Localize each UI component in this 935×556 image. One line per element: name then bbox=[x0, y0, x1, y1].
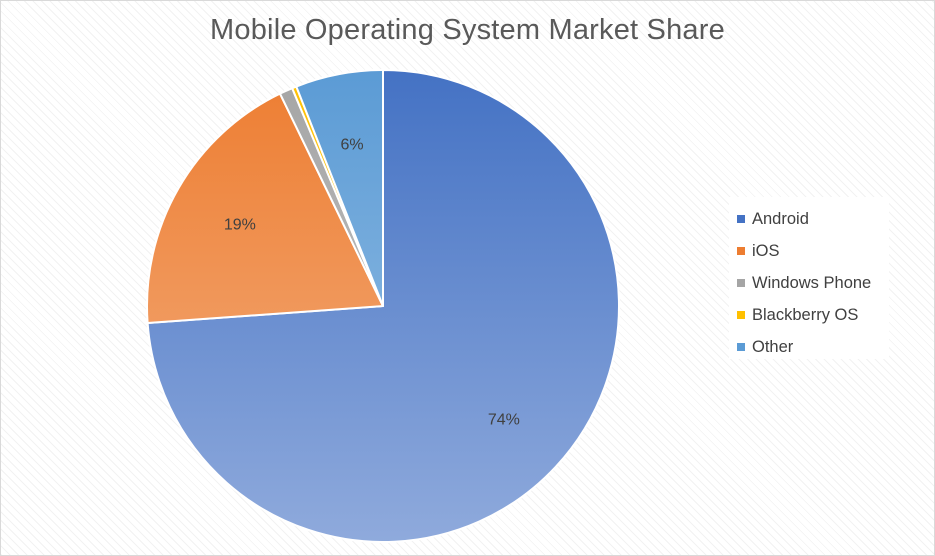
legend-item-ios: iOS bbox=[737, 235, 889, 267]
pie-slice-ios bbox=[146, 92, 384, 324]
legend-item-other: Other bbox=[737, 331, 889, 363]
legend-label-ios: iOS bbox=[752, 241, 780, 260]
legend-swatch-android bbox=[737, 215, 745, 223]
legend-item-blackberry-os: Blackberry OS bbox=[737, 299, 889, 331]
data-label-ios: 19% bbox=[224, 216, 256, 233]
chart-title: Mobile Operating System Market Share bbox=[210, 14, 725, 46]
pie-labels: 74% 19% 6% bbox=[224, 137, 520, 429]
legend-label-android: Android bbox=[752, 209, 809, 228]
legend: Android iOS Windows Phone Blackberry OS … bbox=[729, 197, 889, 359]
pie-slice-other bbox=[295, 69, 384, 307]
legend-item-android: Android bbox=[737, 203, 889, 235]
data-label-android: 74% bbox=[488, 412, 520, 429]
legend-swatch-other bbox=[737, 343, 745, 351]
legend-swatch-blackberry-os bbox=[737, 311, 745, 319]
legend-label-blackberry-os: Blackberry OS bbox=[752, 305, 859, 324]
data-label-other: 6% bbox=[341, 137, 364, 154]
legend-label-other: Other bbox=[752, 337, 794, 356]
legend-swatch-windows-phone bbox=[737, 279, 745, 287]
pie-slices bbox=[146, 69, 620, 543]
legend-label-windows-phone: Windows Phone bbox=[752, 273, 872, 292]
legend-item-windows-phone: Windows Phone bbox=[737, 267, 889, 299]
legend-swatch-ios bbox=[737, 247, 745, 255]
